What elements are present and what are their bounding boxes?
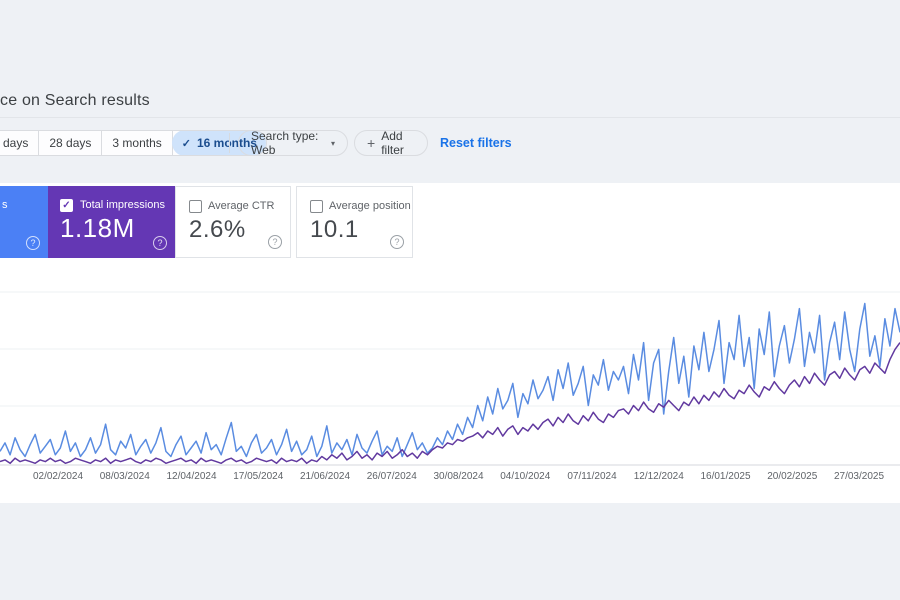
date-range-segmented-control: days 28 days 3 months ✓ 16 months (0, 130, 267, 156)
x-tick-label: 08/03/2024 (99, 471, 150, 482)
help-icon[interactable]: ? (268, 235, 282, 249)
date-range-3-months[interactable]: 3 months (102, 131, 173, 155)
metric-card-blue-cutoff[interactable]: s ? (0, 186, 48, 258)
chevron-down-icon: ▾ (330, 138, 335, 148)
x-tick-label: 07/11/2024 (567, 471, 617, 482)
metric-value: 2.6% (189, 216, 246, 243)
help-icon[interactable]: ? (26, 236, 40, 250)
date-range-28-days[interactable]: 28 days (39, 131, 103, 155)
x-tick-label: 30/08/2024 (433, 471, 484, 482)
date-range-label: days (3, 136, 29, 150)
checkbox-unchecked-icon[interactable] (189, 200, 202, 213)
header-divider (0, 117, 900, 118)
x-tick-label: 17/05/2024 (233, 471, 284, 482)
metric-value: 1.18M (60, 213, 135, 243)
check-icon: ✓ (181, 137, 191, 150)
filter-divider (229, 133, 230, 153)
x-tick-label: 26/07/2024 (366, 471, 417, 482)
performance-chart[interactable] (0, 257, 900, 469)
plus-icon: + (367, 135, 376, 151)
x-tick-label: 12/04/2024 (166, 471, 217, 482)
date-range-label: 3 months (112, 136, 162, 150)
add-filter-button[interactable]: + Add filter (354, 129, 428, 157)
x-tick-label: 12/12/2024 (633, 471, 684, 482)
x-tick-label: 20/02/2025 (767, 471, 818, 482)
x-axis-tick-labels: 02/02/2024 08/03/2024 12/04/2024 17/05/2024… (0, 471, 900, 487)
metric-value: 10.1 (310, 216, 359, 243)
x-tick-label: 21/06/2024 (299, 471, 351, 482)
chart-line-blue (0, 302, 900, 458)
date-range-7-days[interactable]: days (0, 131, 40, 155)
filter-bar: days 28 days 3 months ✓ 16 months Search… (0, 129, 900, 157)
x-tick-label: 04/10/2024 (500, 471, 551, 482)
date-range-label: 28 days (49, 136, 92, 150)
search-type-dropdown[interactable]: Search type: Web ▾ (238, 129, 348, 157)
add-filter-label: Add filter (381, 129, 404, 157)
metric-label: Total impressions (80, 199, 165, 211)
metric-card-average-position[interactable]: Average position 10.1 ? (296, 186, 413, 258)
metric-label: Average CTR (208, 200, 275, 212)
help-icon[interactable]: ? (390, 235, 404, 249)
reset-filters-link[interactable]: Reset filters (440, 136, 512, 150)
x-tick-label: 27/03/2025 (833, 471, 885, 482)
chart-line-impressions (0, 342, 900, 465)
help-icon[interactable]: ? (153, 236, 167, 250)
page-title: ce on Search results (0, 92, 150, 109)
metric-card-total-impressions[interactable]: ✓ Total impressions 1.18M ? (48, 186, 175, 258)
search-type-label: Search type: Web (251, 129, 319, 157)
metric-label-fragment: s (2, 199, 8, 211)
metric-label: Average position (329, 200, 411, 212)
x-tick-label: 16/01/2025 (700, 471, 751, 482)
checkbox-unchecked-icon[interactable] (310, 200, 323, 213)
performance-chart-area[interactable] (0, 257, 900, 469)
metric-card-average-ctr[interactable]: Average CTR 2.6% ? (175, 186, 291, 258)
checkbox-checked-icon[interactable]: ✓ (60, 199, 73, 212)
x-tick-label: 02/02/2024 (32, 471, 84, 482)
